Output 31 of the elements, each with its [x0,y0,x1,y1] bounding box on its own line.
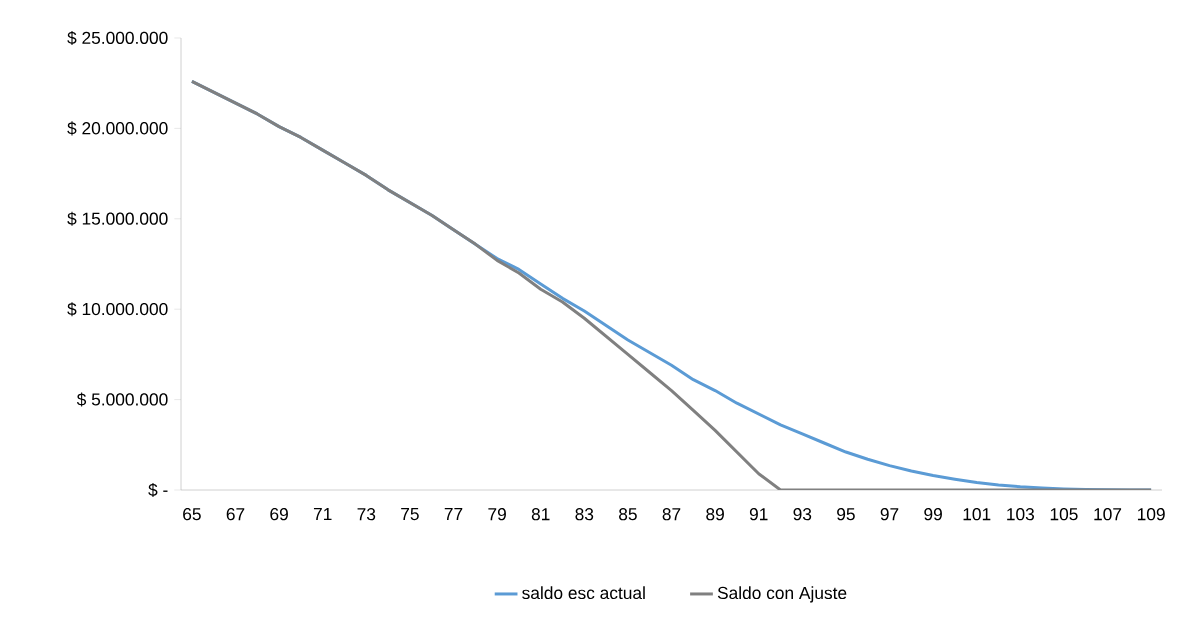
x-tick-label: 95 [837,508,855,521]
x-tick-label: 93 [793,508,812,521]
x-tick-label: 97 [880,508,899,521]
legend-label: saldo esc actual [522,586,645,600]
x-tick-label: 75 [401,508,419,521]
x-tick-label: 83 [575,508,594,521]
y-tick-label: $ 15.000.000 [67,211,168,226]
x-tick-label: 105 [1050,508,1078,521]
x-tick-label: 85 [619,508,637,521]
x-tick-label: 87 [662,508,681,521]
x-tick-label: 107 [1094,508,1122,521]
x-tick-label: 109 [1137,508,1165,521]
y-tick-label: $ 20.000.000 [67,121,168,136]
legend-label: Saldo con Ajuste [717,586,847,603]
y-tick-label: $ 25.000.000 [67,30,168,46]
x-tick-label: 77 [444,508,463,520]
x-tick-label: 101 [963,508,991,521]
y-tick-label: $ - [148,482,168,498]
x-tick-label: 79 [488,508,506,521]
y-tick-label: $ 10.000.000 [67,302,168,317]
x-tick-label: 99 [924,508,942,521]
x-tick-label: 103 [1007,508,1035,521]
y-tick-label: $ 5.000.000 [76,392,168,407]
x-tick-label: 73 [357,508,376,521]
x-tick-label: 81 [531,508,550,521]
x-tick-label: 89 [706,508,724,521]
x-tick-label: 71 [313,508,332,520]
x-tick-label: 69 [270,508,288,521]
x-tick-label: 91 [749,508,768,521]
x-tick-label: 67 [226,508,245,521]
x-tick-label: 65 [183,508,201,521]
